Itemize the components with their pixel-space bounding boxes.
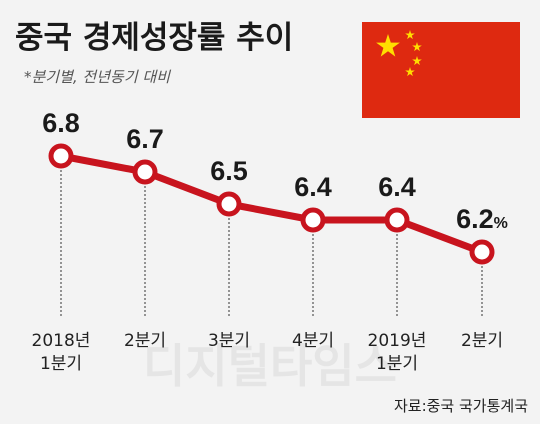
x-tick-label: 4분기 xyxy=(292,331,334,351)
flag-field xyxy=(362,22,520,118)
x-tick-label: 2018년 1분기 xyxy=(32,331,91,374)
data-point xyxy=(216,191,242,217)
flag-small-star xyxy=(412,42,422,52)
x-tick-label-line: 4분기 xyxy=(292,331,334,351)
chart-title: 중국 경제성장률 추이 xyxy=(15,20,293,56)
data-label: 6.4 xyxy=(378,172,416,202)
data-label-unit: % xyxy=(494,215,508,232)
x-tick-label: 2019년 1분기 xyxy=(368,331,427,374)
flag-small-star xyxy=(405,67,415,77)
flag-small-star xyxy=(412,56,422,66)
x-tick-label-line: 1분기 xyxy=(376,354,418,374)
x-tick-label-line: 3분기 xyxy=(208,331,250,351)
plot-area: 6.8 6.7 6.5 6.4 6.4 6.2% 2018년 1분기 2분기 3분기 4분기 2019… xyxy=(32,108,508,374)
data-label: 6.2% xyxy=(456,204,508,234)
china-flag-icon xyxy=(362,22,520,118)
series-line xyxy=(57,152,486,256)
chart-subtitle: *분기별, 전년동기 대비 xyxy=(24,68,171,86)
source-note: 자료:중국 국가통계국 xyxy=(394,397,528,415)
data-label: 6.5 xyxy=(210,156,248,186)
data-label: 6.4 xyxy=(294,172,332,202)
data-point xyxy=(132,159,158,185)
watermark: 디지털타임스 xyxy=(143,339,397,393)
flag-small-star xyxy=(405,30,415,40)
x-tick-label-line: 1분기 xyxy=(40,354,82,374)
x-tick-label-line: 2분기 xyxy=(124,331,166,351)
x-tick-label: 2분기 xyxy=(124,331,166,351)
data-point xyxy=(384,207,410,233)
x-tick-label: 2분기 xyxy=(461,331,503,351)
data-point xyxy=(300,207,326,233)
x-tick-label-line: 2분기 xyxy=(461,331,503,351)
x-tick-label-line: 2019년 xyxy=(368,331,427,351)
data-point xyxy=(48,143,74,169)
flag-big-star xyxy=(376,34,400,57)
x-tick-label: 3분기 xyxy=(208,331,250,351)
x-tick-label-line: 2018년 xyxy=(32,331,91,351)
data-label: 6.7 xyxy=(126,124,164,154)
data-point xyxy=(469,239,495,265)
data-label: 6.8 xyxy=(42,108,80,138)
